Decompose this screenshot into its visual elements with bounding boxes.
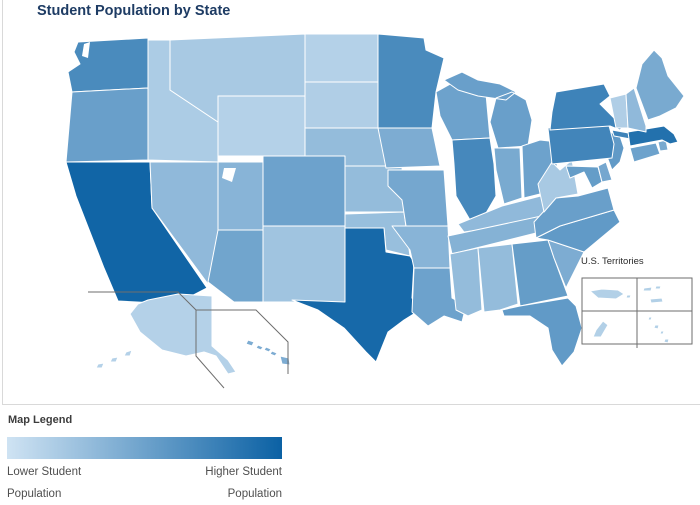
states-group — [65, 33, 685, 375]
state-FL[interactable] — [501, 297, 583, 367]
territory-GU[interactable] — [592, 320, 609, 338]
territory-AS[interactable] — [647, 316, 670, 344]
page-title: Student Population by State — [37, 3, 231, 19]
state-OR[interactable] — [65, 87, 149, 163]
great-salt-lake — [222, 168, 236, 182]
state-WA[interactable] — [67, 37, 149, 93]
panel-border-left — [2, 0, 3, 404]
territories-group — [589, 285, 670, 344]
legend-gradient-bar — [7, 437, 282, 459]
territory-PR[interactable] — [589, 288, 632, 300]
state-NM[interactable] — [262, 225, 346, 303]
map-legend-heading: Map Legend — [8, 414, 73, 426]
state-ME[interactable] — [635, 49, 685, 121]
state-HI[interactable] — [245, 339, 291, 366]
legend-low-label: Lower Student Population — [7, 466, 82, 500]
state-IL[interactable] — [451, 137, 497, 221]
state-DE[interactable] — [597, 161, 613, 183]
state-NH[interactable] — [625, 87, 647, 133]
state-AZ[interactable] — [207, 229, 264, 303]
state-MS[interactable] — [449, 247, 483, 317]
state-MI[interactable] — [443, 71, 533, 149]
puget-sound — [82, 42, 90, 58]
territories-label: U.S. Territories — [581, 256, 644, 267]
state-CO[interactable] — [262, 155, 346, 227]
state-SD[interactable] — [304, 81, 381, 129]
state-AL[interactable] — [477, 243, 519, 313]
state-WY[interactable] — [217, 95, 306, 157]
state-IA[interactable] — [377, 127, 441, 169]
panel-border-bottom — [2, 404, 700, 405]
state-AK[interactable] — [95, 293, 237, 375]
state-TX[interactable] — [291, 227, 421, 363]
us-choropleth-map — [65, 33, 693, 389]
legend-high-label: Higher Student Population — [205, 466, 282, 500]
hawaii-inset-border — [196, 309, 289, 374]
territory-VI[interactable] — [642, 285, 664, 304]
state-ND[interactable] — [304, 33, 379, 83]
state-IN[interactable] — [493, 147, 523, 205]
state-LA[interactable] — [411, 267, 467, 327]
state-MN[interactable] — [377, 33, 445, 129]
territories-grid — [581, 277, 693, 348]
state-CT[interactable] — [629, 142, 661, 163]
state-GA[interactable] — [511, 239, 569, 307]
